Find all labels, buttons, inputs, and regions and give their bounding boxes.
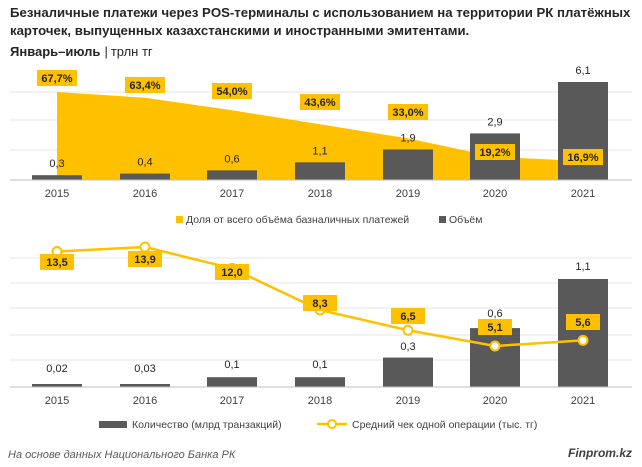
avg-check-label-2016: 13,9 [134, 254, 155, 266]
avg-check-label-box-2017 [215, 264, 249, 280]
count-bar-2019 [383, 357, 433, 387]
count-bar-2018 [295, 377, 345, 387]
legend-label-count: Количество (млрд транзакций) [132, 419, 282, 431]
share-label-box-2019 [388, 104, 428, 120]
share-label-2016: 63,4% [129, 80, 160, 92]
x-tick-2-2019: 2019 [396, 395, 420, 407]
count-label-2019: 0,3 [400, 341, 415, 353]
volume-label-2021: 6,1 [575, 65, 590, 77]
volume-bar-2017 [207, 170, 257, 180]
brand-label: Finprom.kz [567, 446, 632, 460]
x-tick-2-2016: 2016 [133, 395, 157, 407]
x-tick-1-2016: 2016 [133, 188, 157, 200]
volume-label-2018: 1,1 [312, 145, 327, 157]
avg-check-point-2020 [489, 340, 501, 352]
legend-swatch-share [176, 216, 183, 223]
avg-check-label-2015: 13,5 [46, 257, 67, 269]
avg-check-label-2019: 6,5 [400, 311, 415, 323]
count-bar-2020 [470, 328, 520, 387]
legend-label-avg-check: Средний чек одной операции (тыс. тг) [352, 419, 537, 431]
share-label-2015: 67,7% [41, 73, 72, 85]
avg-check-label-box-2019 [391, 308, 425, 324]
count-label-2017: 0,1 [224, 359, 239, 371]
x-tick-2-2015: 2015 [45, 395, 69, 407]
volume-bar-2015 [32, 175, 82, 180]
legend-swatch-volume [439, 216, 446, 223]
avg-check-point-2021 [577, 334, 589, 346]
subtitle-separator: | [104, 44, 108, 59]
count-label-2021: 1,1 [575, 261, 590, 273]
volume-label-2020: 2,9 [487, 116, 502, 128]
volume-bar-2019 [383, 149, 433, 180]
share-label-2017: 54,0% [216, 86, 247, 98]
count-bar-2021 [558, 279, 608, 387]
share-label-box-2015 [37, 70, 77, 86]
x-tick-2-2018: 2018 [308, 395, 332, 407]
count-label-2018: 0,1 [312, 359, 327, 371]
x-tick-1-2017: 2017 [220, 188, 244, 200]
chart-title: Безналичные платежи через POS-терминалы … [10, 5, 631, 38]
period-label: Январь–июль [10, 44, 101, 59]
x-tick-2-2021: 2021 [571, 395, 595, 407]
avg-check-label-2018: 8,3 [312, 298, 327, 310]
x-tick-2-2020: 2020 [483, 395, 507, 407]
share-label-box-2021 [563, 149, 603, 165]
volume-label-2015: 0,3 [49, 158, 64, 170]
share-label-box-2016 [125, 77, 165, 93]
share-label-2019: 33,0% [392, 107, 423, 119]
x-tick-1-2019: 2019 [396, 188, 420, 200]
x-tick-1-2018: 2018 [308, 188, 332, 200]
share-label-2020: 19,2% [479, 147, 510, 159]
avg-check-label-2020: 5,1 [487, 322, 502, 334]
avg-check-label-box-2020 [478, 319, 512, 335]
legend-label-share: Доля от всего объёма базналичных платеже… [186, 214, 409, 226]
share-label-box-2018 [300, 94, 340, 110]
chart-subtitle: Январь–июль | трлн тг [10, 44, 153, 60]
count-label-2015: 0,02 [46, 363, 67, 375]
count-bar-2017 [207, 377, 257, 387]
unit-label: трлн тг [110, 44, 153, 59]
volume-bar-2018 [295, 162, 345, 180]
legend-label-volume: Объём [449, 214, 482, 226]
share-label-box-2017 [212, 83, 252, 99]
share-label-2018: 43,6% [304, 97, 335, 109]
legend-swatch-count [99, 421, 127, 428]
volume-bar-2016 [120, 173, 170, 180]
avg-check-label-2017: 12,0 [221, 267, 242, 279]
share-label-2021: 16,9% [567, 152, 598, 164]
avg-check-point-2016 [139, 241, 151, 253]
volume-label-2019: 1,9 [400, 132, 415, 144]
share-area [57, 92, 560, 180]
avg-check-label-box-2018 [303, 295, 337, 311]
count-label-2016: 0,03 [134, 363, 155, 375]
x-tick-2-2017: 2017 [220, 395, 244, 407]
x-tick-1-2020: 2020 [483, 188, 507, 200]
x-tick-1-2015: 2015 [45, 188, 69, 200]
source-note: На основе данных Национального Банка РК [8, 449, 236, 461]
avg-check-label-2021: 5,6 [575, 317, 590, 329]
legend-marker-avg-check [327, 419, 337, 429]
avg-check-label-box-2021 [566, 314, 600, 330]
volume-label-2017: 0,6 [224, 153, 239, 165]
volume-label-2016: 0,4 [137, 157, 152, 169]
share-label-box-2020 [475, 144, 515, 160]
x-tick-1-2021: 2021 [571, 188, 595, 200]
avg-check-label-box-2016 [128, 251, 162, 267]
count-bar-2016 [120, 384, 170, 387]
avg-check-point-2019 [402, 324, 414, 336]
avg-check-label-box-2015 [40, 254, 74, 270]
count-label-2020: 0,6 [487, 308, 502, 320]
count-bar-2015 [32, 384, 82, 387]
